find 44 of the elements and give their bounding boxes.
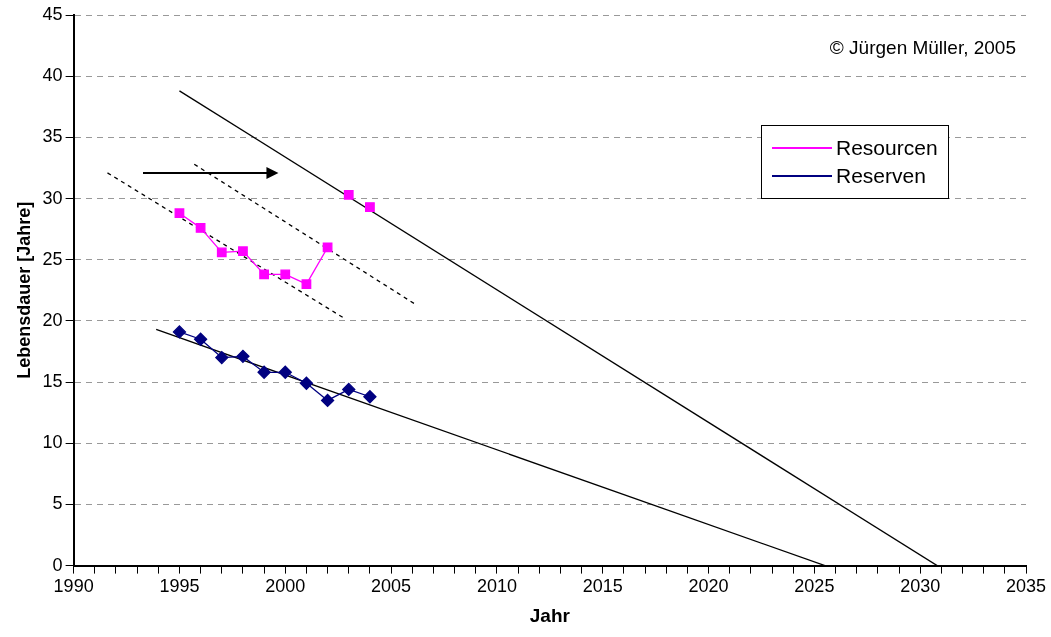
point bbox=[172, 325, 187, 339]
point bbox=[215, 350, 229, 365]
y-tick-label: 0 bbox=[52, 554, 63, 575]
point bbox=[280, 269, 291, 280]
point bbox=[299, 376, 314, 390]
point bbox=[343, 189, 354, 200]
point bbox=[259, 269, 269, 280]
y-tick-label: 35 bbox=[42, 126, 63, 147]
x-tick-label: 2005 bbox=[371, 576, 412, 597]
legend-label: Reserven bbox=[836, 164, 926, 188]
x-tick-label: 2000 bbox=[265, 576, 306, 597]
point bbox=[238, 246, 248, 257]
x-tick-label: 2020 bbox=[688, 576, 729, 597]
x-tick-label: 1990 bbox=[53, 576, 94, 597]
y-tick-label: 10 bbox=[42, 432, 63, 453]
legend-label: Resourcen bbox=[836, 136, 938, 160]
point bbox=[365, 202, 375, 212]
y-tick-label: 40 bbox=[42, 65, 63, 86]
point bbox=[193, 332, 208, 346]
x-tick-label: 2015 bbox=[582, 576, 623, 597]
y-tick-label: 15 bbox=[42, 371, 63, 392]
point bbox=[278, 365, 292, 379]
y-tick-label: 45 bbox=[42, 3, 63, 24]
point bbox=[257, 365, 271, 379]
x-axis-title: Jahr bbox=[529, 604, 571, 626]
y-tick-label: 30 bbox=[42, 187, 63, 208]
x-tick-label: 2035 bbox=[1005, 576, 1047, 597]
point bbox=[236, 349, 250, 364]
point bbox=[301, 279, 312, 290]
x-tick-label: 2010 bbox=[476, 576, 517, 597]
y-tick-label: 25 bbox=[42, 248, 63, 269]
x-tick-label: 2030 bbox=[900, 576, 941, 597]
point bbox=[363, 390, 377, 404]
point bbox=[195, 223, 206, 233]
y-tick-label: 5 bbox=[52, 493, 63, 514]
point bbox=[342, 382, 356, 397]
annotation: © Jürgen Müller, 2005 bbox=[829, 37, 1016, 59]
point bbox=[174, 208, 185, 219]
y-axis-title: Lebensdauer [Jahre] bbox=[13, 201, 34, 379]
x-tick-label: 2025 bbox=[794, 576, 835, 597]
x-tick-label: 1995 bbox=[159, 576, 200, 597]
y-tick-label: 20 bbox=[42, 309, 63, 330]
point bbox=[216, 247, 227, 258]
point bbox=[320, 393, 335, 408]
